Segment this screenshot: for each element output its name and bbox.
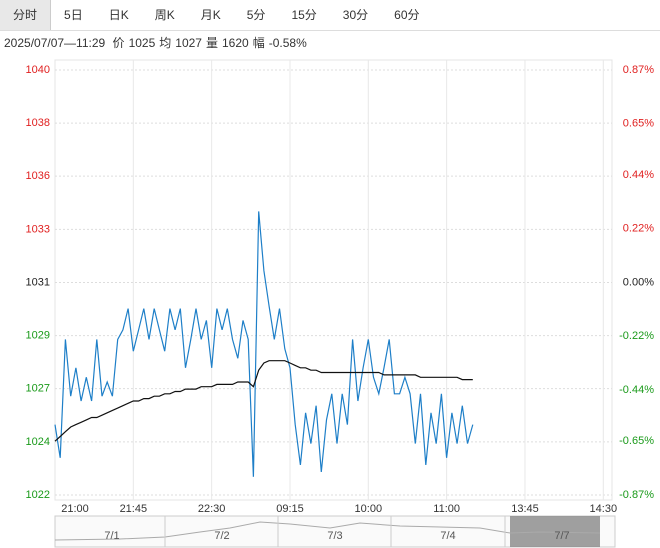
y2-tick-label: 0.22% [623,223,654,235]
x-tick-label: 21:45 [120,503,148,515]
price-line [54,211,474,477]
y2-tick-label: 0.65% [623,118,654,130]
navigator-date: 7/7 [554,530,569,542]
tab[interactable]: 分时 [0,0,52,30]
datetime: 2025/07/07—11:29 [4,36,106,50]
tab[interactable]: 60分 [394,8,420,22]
tab[interactable]: 日K [108,8,129,22]
tab[interactable]: 5分 [246,8,266,22]
y2-tick-label: 0.87% [623,64,654,76]
x-tick-label: 22:30 [198,503,226,515]
x-tick-label: 21:00 [61,503,89,515]
tab-bar: 分时 5日 日K 周K 月K 5分 15分 30分 60分 [0,0,660,31]
info-line: 2025/07/07—11:29 价 1025 均 1027 量 1620 幅 -0.58% [4,34,311,51]
y2-tick-label: -0.87% [619,489,654,501]
info-value: -0.58% [268,36,307,50]
y2-tick-label: -0.44% [619,384,654,396]
tab[interactable]: 15分 [291,8,317,22]
navigator-date: 7/1 [104,530,119,542]
info-label: 均 [159,36,172,50]
x-tick-label: 13:45 [511,503,539,515]
info-value: 1027 [175,36,202,50]
tab[interactable]: 月K [200,8,221,22]
y-tick-label: 1024 [26,436,50,448]
y-tick-label: 1022 [26,489,50,501]
x-tick-label: 10:00 [355,503,383,515]
navigator-line [54,521,601,541]
x-tick-label: 14:30 [590,503,618,515]
x-tick-label: 11:00 [433,503,460,515]
info-value: 1025 [128,36,156,50]
y-tick-label: 1036 [26,170,50,182]
y-tick-label: 1038 [26,117,50,129]
tab[interactable]: 周K [154,8,175,22]
plot-frame [54,59,613,501]
navigator-date: 7/4 [440,530,455,542]
price-line [54,360,473,442]
navigator-selection[interactable] [510,516,600,547]
info-label: 量 [205,36,218,50]
y-tick-label: 1029 [26,329,50,341]
info-label: 价 [112,36,125,50]
navigator-date: 7/2 [214,530,229,542]
y2-tick-label: -0.65% [619,435,654,447]
y2-tick-label: 0.44% [623,169,654,181]
info-label: 幅 [252,36,265,50]
tab[interactable]: 5日 [64,8,83,22]
tab[interactable]: 30分 [342,8,369,22]
y-tick-label: 1033 [26,223,50,235]
navigator-date: 7/3 [327,530,342,542]
y-tick-label: 1031 [26,276,50,288]
y-tick-label: 1027 [26,383,50,395]
y2-tick-label: -0.22% [619,330,654,342]
x-tick-label: 09:15 [276,503,304,515]
y2-tick-label: 0.00% [623,276,654,288]
info-value: 1620 [222,36,249,50]
y-tick-label: 1040 [26,64,50,76]
